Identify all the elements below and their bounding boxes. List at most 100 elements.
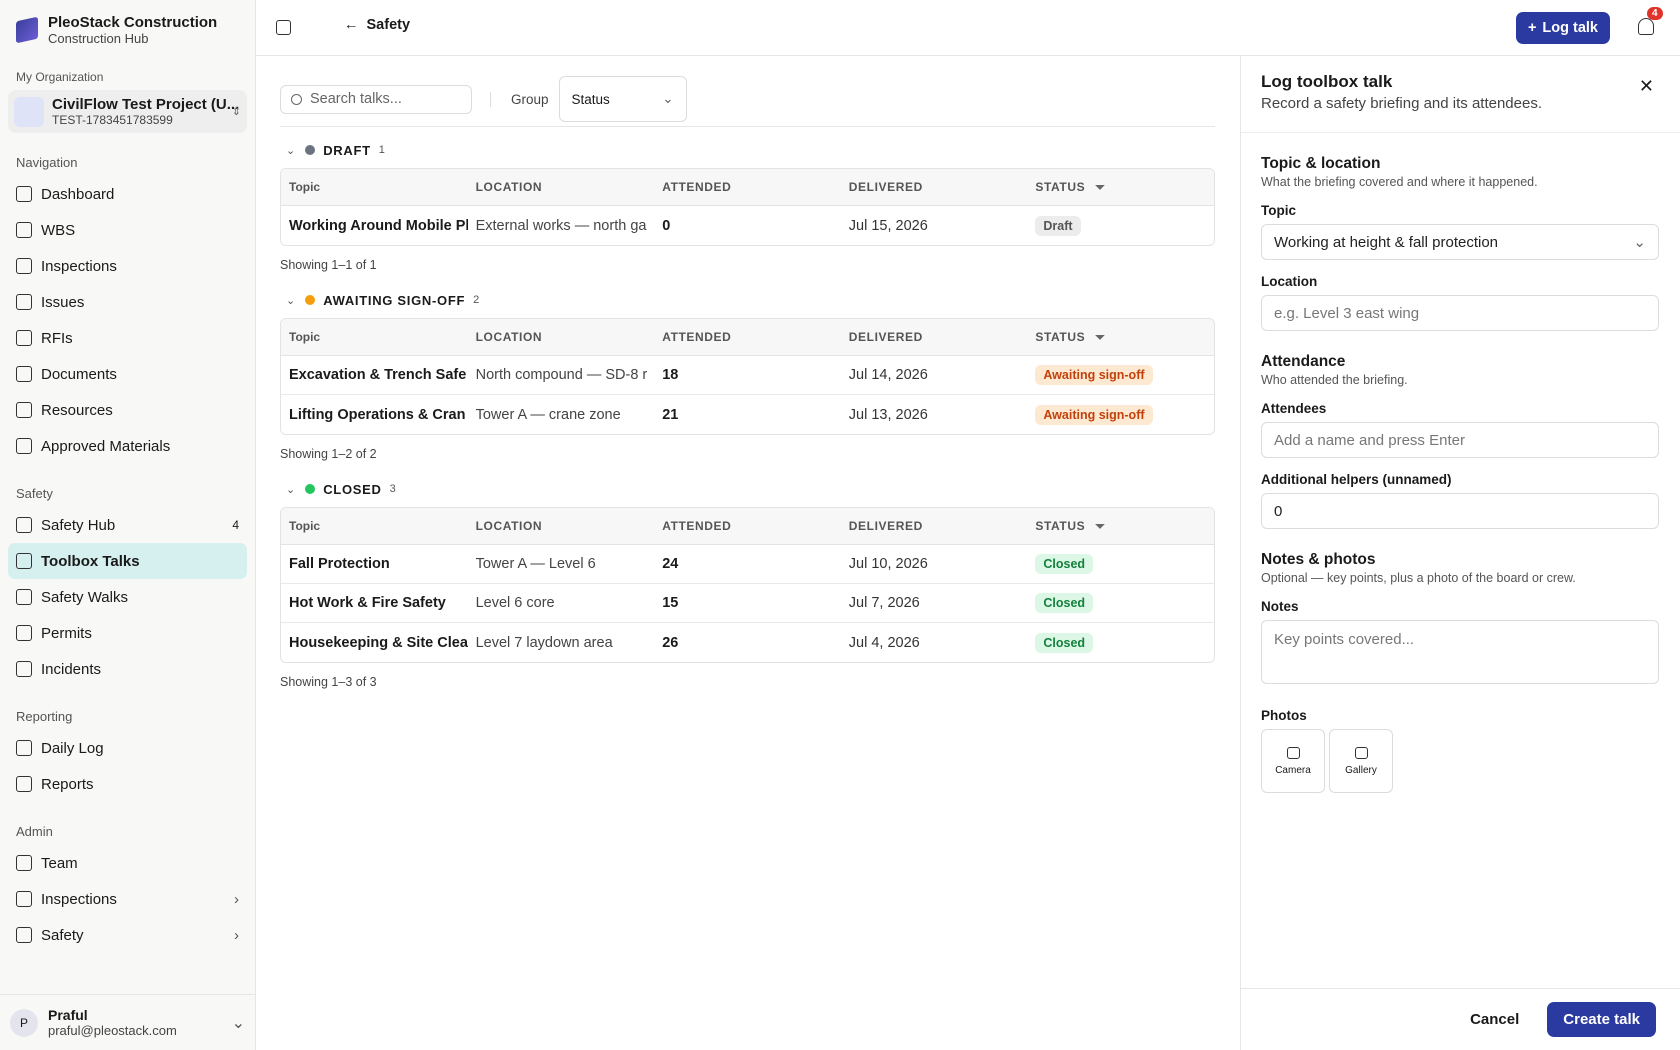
- column-header: Topic: [281, 508, 468, 545]
- field-label: Notes: [1261, 599, 1299, 614]
- nav-icon: [16, 517, 32, 533]
- section-title: Topic & location: [1261, 155, 1381, 172]
- main-content: Search talks... Group Status ⌄ ⌄ DRAFT 1 Topic L…: [256, 0, 1240, 1050]
- nav-item[interactable]: Incidents: [8, 651, 247, 687]
- nav-item[interactable]: Permits: [8, 615, 247, 651]
- nav-label: Inspections: [41, 890, 117, 908]
- column-header: STATUS ⏷: [1027, 169, 1214, 206]
- nav-item[interactable]: Documents: [8, 356, 247, 392]
- talk-row[interactable]: Fall Protection Tower A — Level 6 24 Jul 10…: [281, 545, 1214, 584]
- nav-item[interactable]: Dashboard: [8, 176, 247, 212]
- create-talk-button[interactable]: Create talk: [1547, 1002, 1656, 1037]
- column-header: DELIVERED: [840, 169, 1028, 206]
- log-talk-label: Log talk: [1542, 20, 1598, 36]
- photo-label: Camera: [1275, 764, 1311, 776]
- nav-item[interactable]: Reports: [8, 766, 247, 802]
- photo-button[interactable]: Camera: [1261, 729, 1325, 793]
- field-label: Location: [1261, 274, 1318, 289]
- nav-section-title: Navigation: [16, 155, 78, 170]
- chevron: ›: [234, 890, 239, 908]
- delivered: Jul 13, 2026: [848, 406, 928, 423]
- nav-item[interactable]: WBS: [8, 212, 247, 248]
- user-menu[interactable]: P Praful praful@pleostack.com ⌄: [0, 994, 255, 1050]
- group-header[interactable]: ⌄ DRAFT 1: [280, 138, 1215, 162]
- nav-label: Safety: [41, 926, 84, 944]
- field-label: Attendees: [1261, 401, 1327, 416]
- attended: 26: [662, 634, 679, 651]
- nav-item[interactable]: Approved Materials: [8, 428, 247, 464]
- nav-item[interactable]: Safety Hub 4: [8, 507, 247, 543]
- nav-item[interactable]: RFIs: [8, 320, 247, 356]
- nav-section-title: Safety: [16, 486, 53, 501]
- log-talk-button[interactable]: + Log talk: [1515, 12, 1610, 44]
- group-select[interactable]: Status ⌄: [558, 76, 687, 122]
- nav-label: Daily Log: [41, 739, 104, 757]
- nav-item[interactable]: Toolbox Talks: [8, 543, 247, 579]
- nav-item[interactable]: Inspections ›: [8, 881, 247, 917]
- talk-row[interactable]: Working Around Mobile Pl External works —…: [281, 206, 1214, 245]
- status-cell: Draft: [1027, 206, 1214, 245]
- chevron: ⌄: [1633, 234, 1646, 251]
- brand-text: PleoStack Construction Construction Hub: [48, 14, 217, 46]
- filter-icon[interactable]: ⏷: [1095, 518, 1106, 533]
- nav-item[interactable]: Safety ›: [8, 917, 247, 953]
- back-label: Safety: [366, 17, 411, 33]
- topic: Lifting Operations & Cran: [289, 406, 466, 423]
- talk-row[interactable]: Housekeeping & Site Clea Level 7 laydown …: [281, 623, 1214, 662]
- photo-buttons: Camera Gallery: [1261, 729, 1660, 793]
- cancel-button[interactable]: Cancel: [1470, 1011, 1520, 1028]
- field-input[interactable]: e.g. Level 3 east wing: [1261, 295, 1659, 331]
- chevron: ⌄: [231, 1014, 245, 1032]
- status-cell: Closed: [1027, 623, 1214, 662]
- group-header[interactable]: ⌄ CLOSED 3: [280, 477, 1215, 501]
- talk-row[interactable]: Excavation & Trench Safe North compound —…: [281, 356, 1214, 395]
- placeholder: Key points covered...: [1274, 631, 1415, 648]
- status-cell: Awaiting sign-off: [1027, 356, 1214, 395]
- placeholder: e.g. Level 3 east wing: [1274, 304, 1420, 322]
- nav-icon: [16, 891, 32, 907]
- notifications[interactable]: 4: [1638, 7, 1663, 35]
- field-number[interactable]: 0: [1261, 493, 1659, 529]
- nav-label: WBS: [41, 221, 76, 239]
- location: External works — north ga: [475, 217, 647, 234]
- section-hint: Optional — key points, plus a photo of t…: [1261, 571, 1576, 585]
- toolbar: Search talks... Group Status ⌄: [280, 76, 1215, 127]
- close-button[interactable]: ✕: [1638, 76, 1654, 96]
- location: North compound — SD-8 r: [467, 356, 655, 395]
- column-header: ATTENDED: [654, 508, 841, 545]
- group-value: Status: [571, 91, 610, 107]
- nav-label: Incidents: [41, 660, 102, 678]
- back-link[interactable]: ← Safety: [344, 17, 410, 33]
- collapse-chevron: ⌄: [286, 144, 296, 157]
- sidebar-toggle[interactable]: [276, 20, 291, 35]
- status-badge: Closed: [1035, 554, 1094, 574]
- filter-icon[interactable]: ⏷: [1095, 329, 1106, 344]
- nav-item[interactable]: Daily Log: [8, 730, 247, 766]
- field-textarea[interactable]: Key points covered...: [1261, 620, 1659, 684]
- talk-row[interactable]: Hot Work & Fire Safety Level 6 core 15 Jul …: [281, 584, 1214, 623]
- column-header: Topic: [281, 169, 468, 206]
- sidebar: PleoStack Construction Construction Hub My…: [0, 0, 256, 1050]
- group-header[interactable]: ⌄ AWAITING SIGN-OFF 2: [280, 288, 1215, 312]
- nav-item[interactable]: Inspections: [8, 248, 247, 284]
- nav-item[interactable]: Resources: [8, 392, 247, 428]
- nav-label: Safety Walks: [41, 588, 128, 606]
- table-head: Topic LOCATION ATTENDED DELIVERED STATUS ⏷: [281, 169, 1214, 206]
- field-select[interactable]: Working at height & fall protection ⌄: [1261, 224, 1659, 260]
- nav-label: RFIs: [41, 329, 73, 347]
- column-header: LOCATION: [467, 508, 655, 545]
- section-hint: Who attended the briefing.: [1261, 373, 1408, 387]
- field-input[interactable]: Add a name and press Enter: [1261, 422, 1659, 458]
- filter-icon[interactable]: ⏷: [1095, 179, 1106, 194]
- search-input[interactable]: Search talks...: [280, 84, 472, 114]
- nav-item[interactable]: Issues: [8, 284, 247, 320]
- project-switcher[interactable]: CivilFlow Test Project (U... TEST-1783451…: [8, 90, 247, 133]
- nav-item[interactable]: Safety Walks: [8, 579, 247, 615]
- talk-row[interactable]: Lifting Operations & Cran Tower A — crane…: [281, 395, 1214, 434]
- column-header: LOCATION: [467, 319, 655, 356]
- nav-item[interactable]: Team: [8, 845, 247, 881]
- photo-button[interactable]: Gallery: [1329, 729, 1393, 793]
- nav-label: Dashboard: [41, 185, 115, 203]
- nav-icon: [16, 553, 32, 569]
- org-link[interactable]: My Organization: [16, 70, 104, 84]
